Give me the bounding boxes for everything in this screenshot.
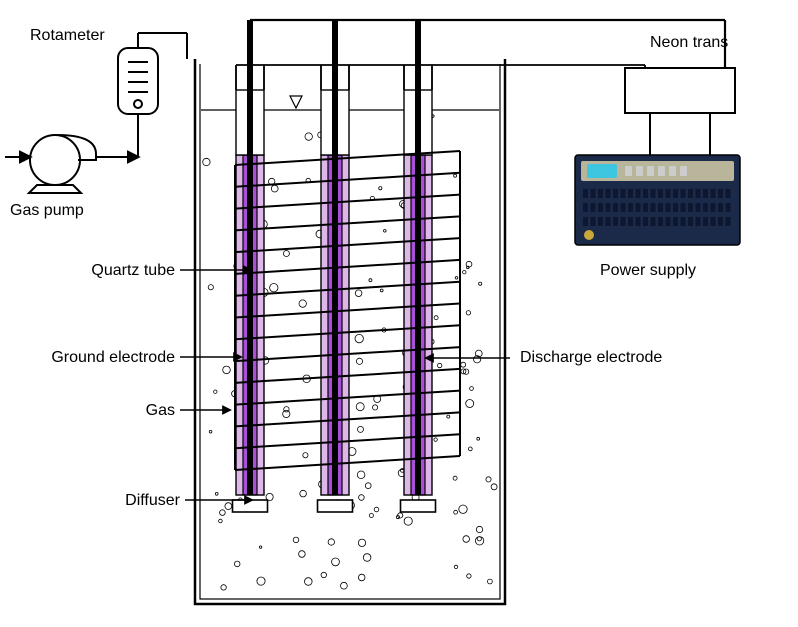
diffuser-box: [233, 500, 268, 512]
label-powerSupply: Power supply: [600, 262, 696, 279]
label-gas: Gas: [146, 402, 175, 419]
rotameter: [118, 48, 158, 114]
label-neonTrans: Neon trans: [650, 34, 728, 51]
tank-open-top: [193, 55, 507, 59]
label-gasPump: Gas pump: [10, 202, 84, 219]
diffuser-box: [401, 500, 436, 512]
diffuser-box: [318, 500, 353, 512]
label-quartzTube: Quartz tube: [91, 262, 175, 279]
ps-display: [587, 164, 617, 178]
neon-trans-box: [625, 68, 735, 113]
label-rotameter: Rotameter: [30, 27, 105, 44]
label-dischargeElectrode: Discharge electrode: [520, 349, 662, 366]
gas-pump: [5, 135, 96, 193]
discharge-rod: [332, 20, 338, 495]
power-supply: [575, 155, 740, 245]
discharge-rod: [247, 20, 253, 495]
label-groundElectrode: Ground electrode: [51, 349, 175, 366]
discharge-rod: [415, 20, 421, 495]
waterlevel-icon: [290, 96, 302, 108]
label-diffuser: Diffuser: [125, 492, 181, 509]
